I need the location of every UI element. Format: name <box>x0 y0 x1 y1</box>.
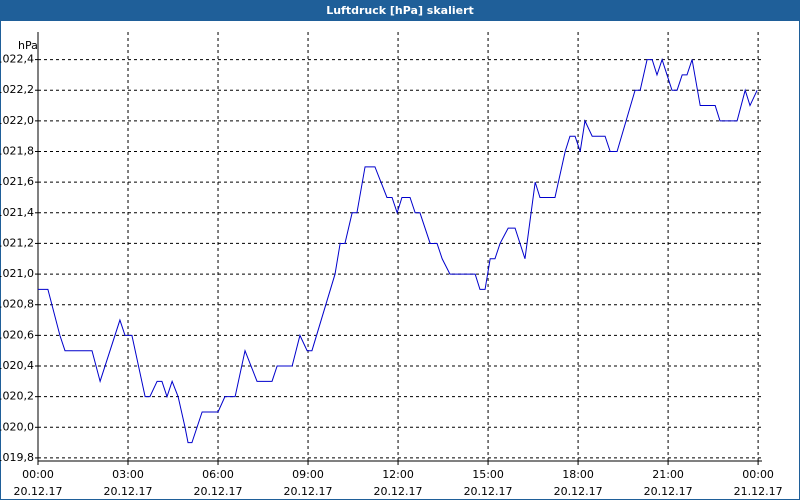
y-tick-label: 1020,2 <box>0 390 34 403</box>
x-tick-label: 18:00 <box>562 468 594 481</box>
x-tick-label: 06:00 <box>202 468 234 481</box>
x-tick-date: 20.12.17 <box>554 485 603 498</box>
x-tick-label: 21:00 <box>652 468 684 481</box>
y-tick-label: 1019,8 <box>0 451 34 464</box>
y-tick-label: 1021,4 <box>0 206 34 219</box>
y-tick-label: 1022,2 <box>0 83 34 96</box>
x-tick-label: 12:00 <box>382 468 414 481</box>
x-tick-label: 09:00 <box>292 468 324 481</box>
x-tick-date: 20.12.17 <box>284 485 333 498</box>
x-tick-label: 15:00 <box>472 468 504 481</box>
y-tick-label: 1020,8 <box>0 298 34 311</box>
x-tick-label: 00:00 <box>22 468 54 481</box>
data-line <box>38 57 758 444</box>
y-tick-label: 1022,0 <box>0 114 34 127</box>
x-tick-date: 20.12.17 <box>644 485 693 498</box>
y-tick-label: 1021,2 <box>0 236 34 249</box>
x-tick-date: 21.12.17 <box>734 485 783 498</box>
y-tick-label: 1020,4 <box>0 359 34 372</box>
y-tick-label: 1021,8 <box>0 145 34 158</box>
y-tick-label: 1021,6 <box>0 175 34 188</box>
x-tick-date: 20.12.17 <box>104 485 153 498</box>
y-tick-label: 1021,0 <box>0 267 34 280</box>
y-tick-label: 1020,0 <box>0 420 34 433</box>
title-bar <box>0 0 800 21</box>
chart-title: Luftdruck [hPa] skaliert <box>326 4 474 17</box>
y-tick-label: 1022,4 <box>0 53 34 66</box>
x-tick-date: 20.12.17 <box>374 485 423 498</box>
x-tick-date: 20.12.17 <box>464 485 513 498</box>
x-tick-label: 03:00 <box>112 468 144 481</box>
y-tick-label: 1020,6 <box>0 328 34 341</box>
x-tick-date: 20.12.17 <box>194 485 243 498</box>
x-tick-date: 20.12.17 <box>14 485 63 498</box>
x-tick-label: 00:00 <box>742 468 774 481</box>
y-unit: hPa <box>18 39 38 52</box>
